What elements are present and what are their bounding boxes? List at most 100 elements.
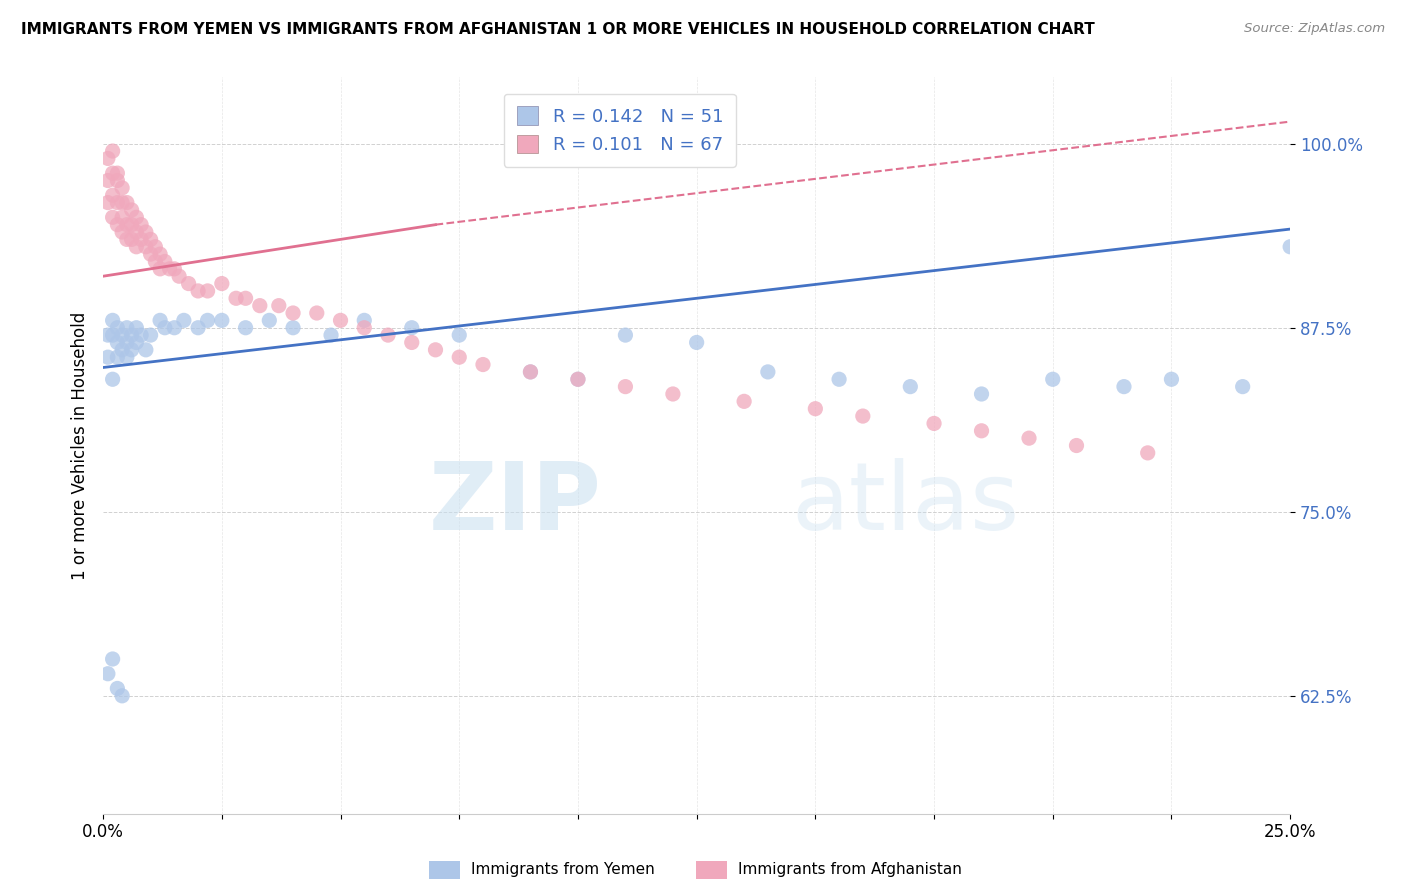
Point	[149, 261, 172, 276]
Point	[519, 365, 541, 379]
Point	[898, 379, 921, 393]
Point	[614, 379, 637, 393]
Point	[225, 291, 247, 305]
Point	[101, 652, 124, 666]
Point	[173, 313, 195, 327]
Point	[97, 328, 120, 343]
Point	[177, 277, 200, 291]
Point	[125, 211, 148, 225]
Point	[111, 225, 134, 239]
Point	[97, 173, 120, 187]
Point	[97, 195, 120, 210]
Point	[425, 343, 447, 357]
Point	[319, 328, 342, 343]
Point	[101, 188, 124, 202]
Point	[211, 277, 233, 291]
Point	[401, 335, 423, 350]
Point	[970, 424, 993, 438]
Point	[259, 313, 281, 327]
Legend: R = 0.142   N = 51, R = 0.101   N = 67: R = 0.142 N = 51, R = 0.101 N = 67	[503, 94, 735, 167]
Point	[614, 328, 637, 343]
Point	[922, 417, 945, 431]
Point	[153, 320, 176, 334]
Point	[281, 306, 304, 320]
Point	[135, 343, 157, 357]
Point	[121, 328, 143, 343]
Point	[567, 372, 589, 386]
Point	[149, 247, 172, 261]
Point	[281, 320, 304, 334]
Point	[115, 335, 138, 350]
Point	[519, 365, 541, 379]
Point	[105, 350, 128, 364]
Point	[1136, 446, 1159, 460]
Point	[852, 409, 875, 423]
Point	[267, 299, 290, 313]
Point	[101, 211, 124, 225]
Point	[101, 166, 124, 180]
Point	[472, 358, 495, 372]
Point	[353, 320, 375, 334]
Point	[197, 313, 219, 327]
Point	[97, 666, 120, 681]
Point	[101, 313, 124, 327]
Text: IMMIGRANTS FROM YEMEN VS IMMIGRANTS FROM AFGHANISTAN 1 OR MORE VEHICLES IN HOUSE: IMMIGRANTS FROM YEMEN VS IMMIGRANTS FROM…	[21, 22, 1095, 37]
Point	[159, 261, 181, 276]
Point	[139, 328, 162, 343]
Text: ZIP: ZIP	[429, 458, 602, 550]
Text: Immigrants from Afghanistan: Immigrants from Afghanistan	[738, 863, 962, 877]
Point	[187, 284, 209, 298]
Point	[167, 269, 190, 284]
Point	[105, 320, 128, 334]
Point	[105, 218, 128, 232]
Point	[685, 335, 707, 350]
Point	[662, 387, 685, 401]
Point	[105, 681, 128, 696]
Point	[115, 218, 138, 232]
Point	[187, 320, 209, 334]
Text: Immigrants from Yemen: Immigrants from Yemen	[471, 863, 655, 877]
Point	[121, 218, 143, 232]
Point	[125, 225, 148, 239]
Point	[153, 254, 176, 268]
Point	[970, 387, 993, 401]
Point	[211, 313, 233, 327]
Point	[1232, 379, 1254, 393]
Point	[377, 328, 399, 343]
Point	[135, 240, 157, 254]
Point	[111, 689, 134, 703]
Point	[305, 306, 328, 320]
Point	[1112, 379, 1135, 393]
Point	[115, 350, 138, 364]
Point	[449, 350, 471, 364]
Point	[121, 232, 143, 246]
Point	[1018, 431, 1040, 445]
Point	[139, 232, 162, 246]
Point	[111, 328, 134, 343]
Point	[97, 350, 120, 364]
Point	[111, 343, 134, 357]
Point	[101, 372, 124, 386]
Point	[101, 328, 124, 343]
Point	[129, 232, 152, 246]
Point	[1160, 372, 1182, 386]
Point	[1279, 240, 1302, 254]
Point	[105, 195, 128, 210]
Y-axis label: 1 or more Vehicles in Household: 1 or more Vehicles in Household	[72, 311, 89, 580]
Point	[1042, 372, 1064, 386]
Point	[111, 181, 134, 195]
Point	[115, 195, 138, 210]
Text: atlas: atlas	[792, 458, 1019, 550]
Point	[125, 335, 148, 350]
Point	[163, 261, 186, 276]
Text: Source: ZipAtlas.com: Source: ZipAtlas.com	[1244, 22, 1385, 36]
Point	[111, 211, 134, 225]
Point	[129, 328, 152, 343]
Point	[115, 320, 138, 334]
Point	[149, 313, 172, 327]
Point	[125, 240, 148, 254]
Point	[249, 299, 271, 313]
Point	[101, 144, 124, 158]
Point	[143, 240, 166, 254]
Point	[449, 328, 471, 343]
